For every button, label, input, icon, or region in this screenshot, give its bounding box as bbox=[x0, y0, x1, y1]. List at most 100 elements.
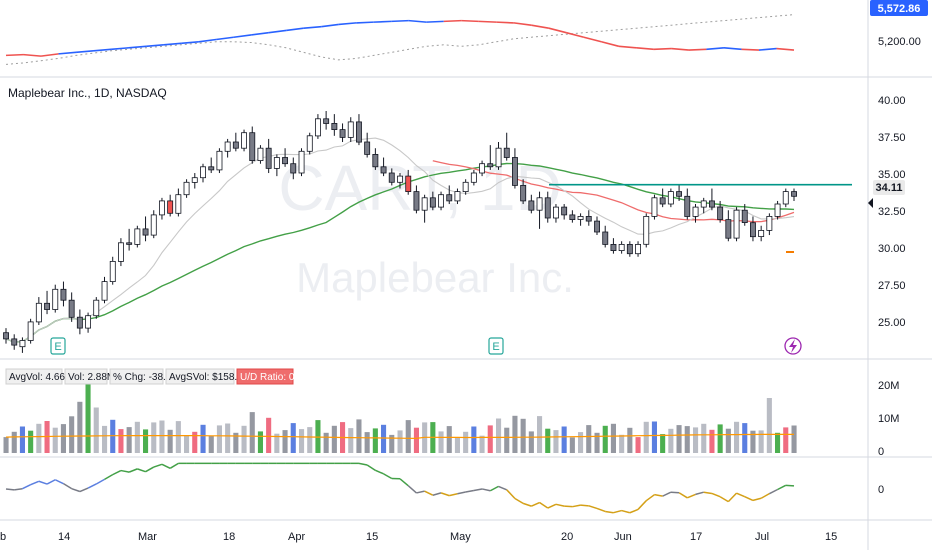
volume-bar bbox=[718, 424, 723, 453]
volume-bar bbox=[726, 429, 731, 453]
candle bbox=[307, 133, 312, 155]
volume-bar bbox=[291, 423, 296, 453]
volume-bar bbox=[373, 428, 378, 453]
rs-line-segment bbox=[426, 21, 444, 22]
volume-bar bbox=[20, 427, 25, 454]
volume-bar bbox=[578, 432, 583, 453]
volume-bar bbox=[685, 426, 690, 453]
volume-bar bbox=[159, 421, 164, 454]
candle-body bbox=[718, 207, 723, 219]
candle-body bbox=[365, 142, 370, 154]
candle-body bbox=[53, 289, 58, 309]
candle-body bbox=[20, 341, 25, 347]
candle-body bbox=[603, 232, 608, 244]
volume-bar bbox=[250, 412, 255, 453]
candle-body bbox=[644, 216, 649, 244]
candle-body bbox=[250, 133, 255, 161]
candle-body bbox=[529, 201, 534, 210]
candle-body bbox=[701, 201, 706, 207]
rs-line-segment bbox=[741, 49, 759, 50]
candle-body bbox=[619, 244, 624, 250]
candle-body bbox=[422, 198, 427, 210]
volume-bar bbox=[225, 424, 230, 454]
volume-bar bbox=[693, 427, 698, 453]
volume-bar bbox=[94, 408, 99, 454]
volume-axis-tick: 20M bbox=[878, 380, 899, 392]
volume-bar bbox=[627, 428, 632, 453]
volume-bar bbox=[660, 434, 665, 453]
candle-body bbox=[636, 244, 641, 253]
volume-bar bbox=[36, 424, 41, 453]
volume-bar bbox=[455, 437, 460, 453]
volume-bar bbox=[381, 425, 386, 453]
volume-bar bbox=[570, 437, 575, 453]
candle-body bbox=[709, 201, 714, 207]
volume-bar bbox=[69, 416, 74, 453]
volume-bar bbox=[775, 433, 780, 453]
candle-body bbox=[652, 198, 657, 217]
volume-bar bbox=[439, 431, 444, 453]
volume-bar bbox=[201, 425, 206, 453]
volume-bar bbox=[143, 429, 148, 453]
rs-line-segment bbox=[461, 21, 479, 22]
earnings-marker[interactable]: E bbox=[51, 338, 65, 354]
volume-bar bbox=[668, 429, 673, 453]
candle-body bbox=[28, 322, 33, 341]
price-axis-tick: 25.00 bbox=[878, 317, 906, 329]
watermark-name: Maplebear Inc. bbox=[296, 254, 574, 301]
candle-body bbox=[127, 243, 132, 245]
candle-body bbox=[496, 148, 501, 167]
lightning-icon[interactable] bbox=[785, 338, 801, 354]
candle bbox=[783, 189, 788, 208]
candle-body bbox=[233, 142, 238, 148]
candle-body bbox=[677, 192, 682, 197]
candle-body bbox=[266, 148, 271, 168]
candle bbox=[652, 195, 657, 220]
candle-body bbox=[586, 216, 591, 221]
candle-body bbox=[734, 210, 739, 238]
candle-body bbox=[480, 164, 485, 173]
volume-bar bbox=[783, 427, 788, 453]
candle-body bbox=[69, 300, 74, 317]
x-axis-label: 18 bbox=[223, 531, 235, 543]
x-axis-label: 15 bbox=[825, 531, 837, 543]
rs-line-segment bbox=[391, 21, 409, 22]
candle-body bbox=[595, 221, 600, 232]
volume-bar bbox=[553, 430, 558, 453]
volume-bar bbox=[701, 424, 706, 453]
candle-body bbox=[537, 198, 542, 210]
volume-bar bbox=[184, 435, 189, 453]
oscillator-segment bbox=[6, 489, 14, 490]
candle-body bbox=[693, 207, 698, 216]
volume-bar bbox=[192, 432, 197, 453]
candle-body bbox=[570, 215, 575, 220]
volume-badges: AvgVol: 4.66M Vol: 2.88M % Chg: -38.2% A… bbox=[6, 369, 303, 384]
volume-bar bbox=[102, 426, 107, 453]
volume-bar bbox=[677, 425, 682, 453]
rs-line-segment bbox=[496, 22, 514, 23]
candle-body bbox=[373, 154, 378, 166]
watermark-ticker: CART, 1D bbox=[278, 152, 561, 224]
volume-bar bbox=[53, 428, 58, 453]
candle-body bbox=[4, 333, 9, 339]
volume-bar bbox=[86, 375, 91, 453]
badge-avgvol: AvgVol: 4.66M bbox=[9, 372, 73, 383]
candle-body bbox=[381, 167, 386, 173]
price-axis-tick: 37.50 bbox=[878, 132, 906, 144]
candle-body bbox=[611, 244, 616, 250]
volume-bar bbox=[611, 424, 616, 453]
x-axis-label: Apr bbox=[288, 531, 305, 543]
candle-body bbox=[77, 317, 82, 328]
volume-bar bbox=[767, 398, 772, 453]
volume-bar bbox=[742, 423, 747, 453]
earnings-marker-2[interactable]: E bbox=[489, 338, 503, 354]
candle bbox=[135, 226, 140, 248]
x-axis-label: 14 bbox=[58, 531, 70, 543]
candle bbox=[184, 179, 189, 198]
candle bbox=[439, 192, 444, 211]
candle bbox=[242, 130, 247, 152]
x-axis-label: Jul bbox=[755, 531, 769, 543]
volume-bar bbox=[709, 430, 714, 453]
volume-bar bbox=[471, 427, 476, 454]
